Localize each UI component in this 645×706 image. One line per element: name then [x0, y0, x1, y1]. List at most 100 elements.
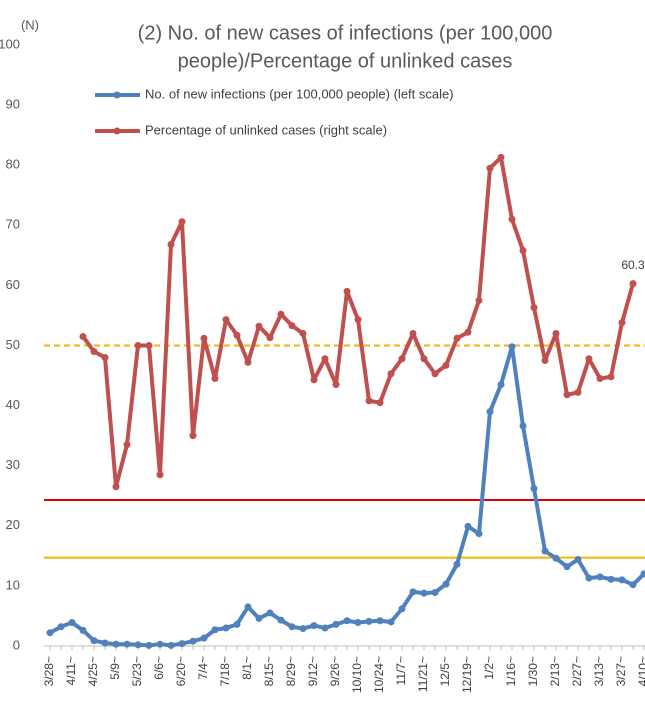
x-tick-label: 12/5~	[438, 656, 452, 686]
x-tick-label: 12/19~	[460, 656, 474, 693]
data-point	[310, 376, 318, 384]
data-point	[541, 357, 549, 365]
data-point	[277, 310, 285, 318]
data-point	[299, 329, 307, 337]
data-point	[464, 522, 472, 530]
data-point	[266, 609, 274, 617]
y-tick-label: 0	[13, 637, 20, 652]
x-tick-label: 10/24~	[372, 656, 386, 693]
data-point	[288, 322, 296, 330]
legend-swatch	[113, 127, 121, 135]
data-point	[266, 334, 274, 342]
x-tick-label: 3/13~	[592, 656, 606, 686]
data-point	[541, 547, 549, 555]
data-point	[343, 287, 351, 295]
x-tick-label: 8/15~	[262, 656, 276, 686]
data-point	[607, 373, 615, 381]
data-point	[607, 575, 615, 583]
data-point	[343, 617, 351, 625]
data-point	[442, 580, 450, 588]
x-tick-label: 1/16~	[504, 656, 518, 686]
x-tick-label: 2/27~	[570, 656, 584, 686]
data-point	[596, 375, 604, 383]
data-point	[618, 576, 626, 584]
data-point	[409, 588, 417, 596]
data-point	[398, 605, 406, 613]
data-point	[354, 619, 362, 627]
data-point	[288, 623, 296, 631]
data-point	[530, 304, 538, 312]
x-tick-label: 1/30~	[526, 656, 540, 686]
data-point	[79, 626, 87, 634]
data-point	[552, 554, 560, 562]
y-tick-label: 50	[6, 337, 20, 352]
data-point	[409, 329, 417, 337]
data-point	[475, 530, 483, 538]
x-tick-label: 4/11~	[64, 656, 78, 685]
data-point	[145, 342, 153, 349]
data-point	[156, 471, 164, 479]
data-point	[574, 555, 582, 563]
data-point	[277, 616, 285, 624]
data-point	[497, 153, 505, 161]
data-point	[244, 603, 252, 611]
data-point	[376, 399, 384, 407]
data-point	[90, 348, 98, 356]
x-tick-label: 9/12~	[306, 656, 320, 686]
x-tick-label: 6/20~	[174, 656, 188, 686]
data-point	[222, 316, 230, 324]
x-tick-label: 10/10~	[350, 656, 364, 693]
x-tick-label: 11/7~	[394, 656, 408, 685]
data-point	[387, 618, 395, 626]
data-point	[299, 625, 307, 633]
data-point	[563, 391, 571, 399]
data-point	[618, 319, 626, 327]
data-point	[255, 322, 263, 330]
y-tick-label: 20	[6, 517, 20, 532]
series-line	[49, 344, 645, 648]
y-tick-label: 80	[6, 157, 20, 172]
data-point	[387, 370, 395, 378]
data-point	[585, 574, 593, 582]
data-point	[629, 280, 637, 288]
data-point	[145, 641, 153, 649]
data-point	[420, 355, 428, 363]
y-tick-label: 40	[6, 397, 20, 412]
data-point	[244, 358, 252, 366]
data-point	[486, 408, 494, 416]
data-point	[332, 620, 340, 628]
data-point	[200, 334, 208, 342]
data-point	[332, 381, 340, 389]
data-label: 60.3	[621, 258, 645, 272]
data-point	[112, 483, 120, 491]
x-tick-label: 1/2~	[482, 656, 496, 680]
y-tick-label: 70	[6, 217, 20, 232]
data-point	[519, 247, 527, 255]
data-point	[211, 375, 219, 383]
x-tick-label: 8/29~	[284, 656, 298, 686]
x-tick-label: 2/13~	[548, 656, 562, 686]
data-point	[167, 641, 175, 649]
x-tick-label: 8/1~	[240, 656, 254, 680]
data-point	[486, 164, 494, 172]
data-point	[134, 342, 142, 349]
data-point	[596, 573, 604, 581]
data-point	[123, 441, 131, 449]
data-point	[475, 296, 483, 304]
data-point	[211, 626, 219, 634]
data-point	[68, 619, 76, 627]
data-point	[222, 624, 230, 632]
legend-label: No. of new infections (per 100,000 peopl…	[145, 86, 454, 101]
chart-title: (2) No. of new cases of infections (per …	[138, 22, 553, 44]
legend-swatch	[113, 91, 121, 99]
data-point	[442, 361, 450, 369]
data-point	[255, 614, 263, 622]
data-point	[585, 355, 593, 363]
x-tick-label: 4/25~	[86, 656, 100, 686]
x-tick-label: 3/27~	[614, 656, 628, 686]
x-tick-label: 6/6~	[152, 656, 166, 680]
data-point	[134, 641, 142, 649]
data-point	[46, 629, 54, 637]
data-point	[189, 432, 197, 440]
